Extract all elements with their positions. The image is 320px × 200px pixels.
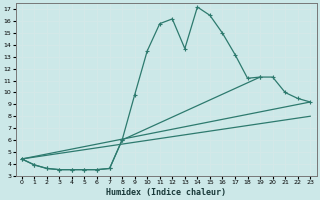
- X-axis label: Humidex (Indice chaleur): Humidex (Indice chaleur): [106, 188, 226, 197]
